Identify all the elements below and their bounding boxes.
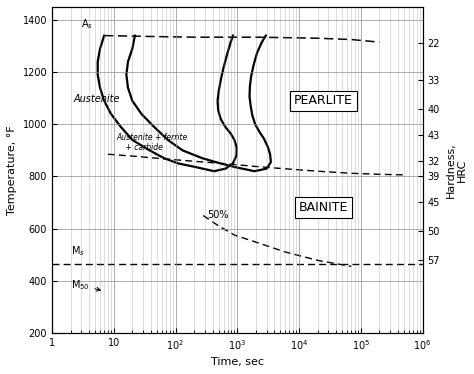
Text: M$_{50}$: M$_{50}$: [71, 278, 100, 292]
Text: PEARLITE: PEARLITE: [294, 94, 353, 107]
Text: 50%: 50%: [207, 210, 228, 220]
Y-axis label: Hardness,
HRC: Hardness, HRC: [446, 142, 467, 198]
Text: BAINITE: BAINITE: [299, 201, 348, 214]
Text: A$_s$: A$_s$: [82, 17, 93, 31]
Y-axis label: Temperature, °F: Temperature, °F: [7, 125, 17, 215]
Text: M$_s$: M$_s$: [71, 244, 84, 258]
Text: Austenite + ferrite
    + carbide: Austenite + ferrite + carbide: [116, 133, 188, 152]
Text: Austenite: Austenite: [73, 95, 119, 104]
X-axis label: Time, sec: Time, sec: [211, 357, 264, 367]
